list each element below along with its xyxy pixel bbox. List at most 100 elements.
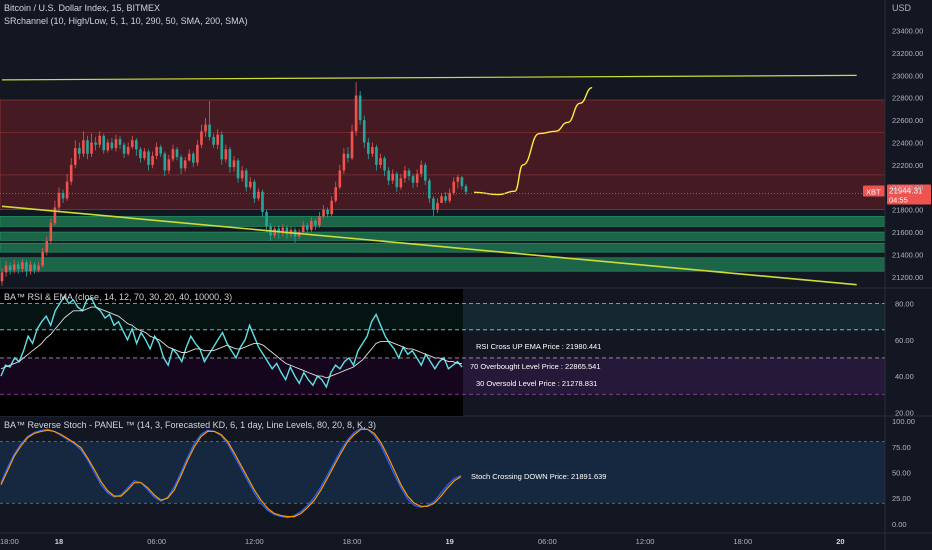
- rsi-tick-label: 60.00: [895, 336, 914, 345]
- candle-body: [253, 181, 256, 199]
- rsi-dark-background: [0, 289, 463, 416]
- candle-body: [436, 202, 439, 210]
- candle-body: [281, 227, 285, 234]
- candle-body: [248, 181, 252, 188]
- stoch-tick-label: 50.00: [892, 468, 911, 477]
- rsi-overbought-band: [0, 303, 885, 330]
- candle-body: [326, 209, 329, 215]
- candle-body: [354, 95, 358, 132]
- candle-body: [460, 177, 464, 187]
- candle-body: [261, 191, 264, 212]
- price-axis[interactable]: 23400.00 23200.00 23000.00 22800.00 22600.00…: [892, 27, 923, 282]
- candle-body: [179, 157, 183, 169]
- candle-body: [322, 209, 325, 217]
- rsi-indicator-title[interactable]: BA™ RSI & EMA (close, 14, 12, 70, 30, 20…: [4, 292, 233, 302]
- last-price-text: 21944.31: [889, 187, 923, 196]
- candle-body: [334, 187, 338, 201]
- price-tick-label: 21800.00: [892, 206, 923, 215]
- candle-body: [371, 146, 374, 154]
- srchannel-indicator-title[interactable]: SRchannel (10, High/Low, 5, 1, 10, 290, …: [4, 16, 248, 26]
- candle-body: [114, 139, 118, 149]
- candle-body: [432, 198, 435, 210]
- candle-body: [187, 153, 191, 161]
- price-tick-label: 21400.00: [892, 250, 923, 259]
- candle-body: [98, 135, 101, 145]
- time-tick-label: 20: [836, 537, 844, 546]
- symbol-title[interactable]: Bitcoin / U.S. Dollar Index, 15, BITMEX: [4, 3, 161, 13]
- candle-body: [346, 153, 350, 159]
- candle-body: [118, 139, 122, 145]
- candle-body: [367, 142, 370, 154]
- candle-body: [135, 140, 138, 150]
- candle-body: [391, 173, 395, 181]
- candle-body: [310, 220, 313, 230]
- time-tick-label: 18:00: [343, 537, 362, 546]
- symbol-badge-text: XBT: [866, 188, 881, 197]
- time-tick-label: 06:00: [538, 537, 557, 546]
- candle-body: [428, 180, 431, 199]
- stoch-series-d: [0, 428, 462, 518]
- candle-body: [265, 211, 268, 227]
- rsi-annotation: 30 Oversold Level Price : 21278.831: [476, 379, 597, 388]
- candle-body: [37, 265, 40, 271]
- candle-body: [448, 192, 451, 201]
- candle-body: [53, 207, 57, 224]
- stoch-series-k: [0, 427, 462, 519]
- candle-body: [163, 153, 167, 171]
- candle-body: [407, 170, 411, 177]
- candle-body: [399, 178, 403, 188]
- trendline-upper: [1, 74, 857, 81]
- price-tick-label: 21600.00: [892, 228, 923, 237]
- candle-body: [375, 146, 378, 165]
- stoch-tick-label: 25.00: [892, 494, 911, 503]
- price-tick-label: 23400.00: [892, 27, 923, 36]
- candle-body: [228, 149, 232, 168]
- sr-zone-support: [0, 231, 886, 241]
- candle-body: [452, 181, 456, 193]
- stoch-band: [0, 441, 885, 504]
- rsi-annotation: RSI Cross UP EMA Price : 21980.441: [476, 342, 601, 351]
- candle-body: [110, 142, 114, 149]
- candle-body: [350, 131, 354, 159]
- candle-body: [25, 262, 28, 272]
- candle-body: [126, 146, 130, 154]
- candle-body: [12, 264, 16, 271]
- candle-body: [423, 164, 427, 181]
- last-price-badge: [887, 184, 931, 205]
- symbol-badge: [863, 185, 885, 197]
- rsi-bands: [0, 303, 885, 395]
- candle-body: [122, 144, 126, 154]
- candle-body: [82, 140, 85, 154]
- candle-body: [86, 140, 89, 154]
- candle-body: [358, 95, 362, 121]
- candle-body: [33, 264, 36, 271]
- stoch-pane[interactable]: Stoch Crossing DOWN Price: 21891.639: [0, 427, 885, 519]
- forecast-path[interactable]: [474, 86, 593, 196]
- candle-body: [143, 151, 146, 159]
- price-tick-label: 23200.00: [892, 49, 923, 58]
- rsi-tick-label: 40.00: [895, 372, 914, 381]
- stoch-annotation: Stoch Crossing DOWN Price: 21891.639: [471, 472, 606, 481]
- stoch-axis[interactable]: 100.00 75.00 50.00 25.00 0.00: [892, 417, 915, 529]
- trendline-lower: [1, 205, 857, 286]
- candle-body: [244, 170, 248, 188]
- time-tick-label: 18:00: [0, 537, 19, 546]
- candle-body: [106, 142, 110, 151]
- rsi-pane[interactable]: RSI Cross UP EMA Price : 21980.441 70 Ove…: [0, 289, 885, 416]
- rsi-axis[interactable]: 80.00 60.00 40.00 20.00: [895, 300, 914, 418]
- candle-body: [147, 151, 150, 165]
- candle-body: [183, 160, 187, 169]
- candle-body: [204, 124, 207, 132]
- candle-body: [191, 153, 195, 163]
- candle-body: [29, 264, 32, 272]
- stoch-indicator-title[interactable]: BA™ Reverse Stoch - PANEL ™ (14, 3, Fore…: [4, 420, 377, 430]
- candle-body: [155, 146, 158, 156]
- candle-body: [49, 223, 53, 241]
- candle-body: [444, 196, 447, 201]
- trendlines[interactable]: [1, 74, 857, 286]
- candle-body: [330, 200, 333, 215]
- candle-body: [41, 252, 44, 266]
